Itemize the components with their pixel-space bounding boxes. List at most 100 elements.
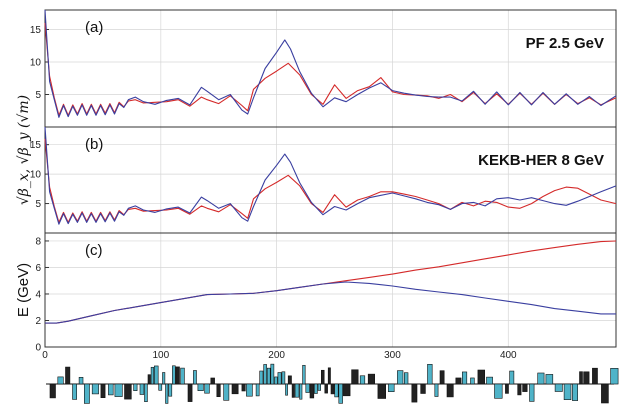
lattice-element [583, 371, 590, 385]
lattice-element [446, 383, 454, 398]
lattice-element [334, 383, 339, 398]
y-tick-label: 5 [35, 199, 41, 210]
x-tick-label: 300 [384, 350, 401, 361]
lattice-element [397, 370, 404, 385]
lattice-element [455, 377, 462, 385]
lattice-element [172, 365, 176, 385]
lattice-element [305, 383, 310, 393]
panel-title: KEKB-HER 8 GeV [478, 152, 604, 169]
lattice-element [158, 383, 163, 391]
lattice-element [291, 383, 295, 398]
lattice-element [133, 383, 138, 391]
grid [45, 233, 616, 348]
ylabel-beta-text: √β_x, √β_y (√m) [16, 95, 32, 205]
panels-group: 5 10 15 (a) PF 2.5 GeV 5 10 15 (b) KEKB-HER 8 GeV… [30, 9, 617, 361]
lattice-element [367, 373, 376, 385]
lattice-element [150, 366, 154, 385]
lattice-element [255, 383, 260, 397]
lattice-element [49, 383, 56, 399]
lattice-element [359, 375, 366, 385]
panel-2: 5 10 15 (b) KEKB-HER 8 GeV [30, 126, 617, 234]
lattice-element [100, 383, 106, 398]
lattice-element [210, 377, 215, 385]
y-tick-label: 15 [30, 140, 42, 151]
lattice-element [477, 369, 485, 385]
lattice-element [65, 366, 71, 385]
panel-label: (b) [85, 136, 103, 153]
grid [45, 127, 616, 233]
panel-frame [44, 232, 617, 348]
y-tick-label: 2 [35, 316, 41, 327]
lattice-element [320, 369, 325, 385]
lattice-element [309, 383, 315, 399]
series-line-1 [45, 240, 617, 324]
lattice-element [434, 383, 439, 397]
panel-frame [44, 9, 617, 128]
series-line-2 [45, 281, 616, 324]
lattice-element [342, 383, 351, 397]
lattice-element [266, 367, 271, 385]
lattice-element [517, 383, 522, 396]
lattice-element [554, 383, 563, 392]
lattice-element [84, 383, 90, 404]
lattice-element [231, 383, 239, 395]
y-tick-label: 15 [30, 25, 42, 36]
lattice-element [592, 367, 598, 385]
panel-label: (a) [85, 19, 103, 36]
lattice-element [204, 383, 210, 394]
lattice-element [572, 383, 579, 401]
lattice-element [420, 383, 426, 394]
lattice-element [403, 372, 409, 385]
x-tick-label: 100 [152, 350, 169, 361]
lattice-element [277, 372, 282, 385]
lattice-element [294, 383, 300, 398]
lattice-element [537, 372, 545, 385]
lattice-element [108, 383, 114, 396]
lattice-element [411, 383, 418, 403]
lattice-element [302, 364, 306, 385]
y-tick-label: 6 [35, 263, 41, 274]
lattice-element [193, 370, 197, 385]
lattice-element [162, 372, 166, 385]
lattice-element [285, 383, 288, 396]
lattice-element [197, 383, 204, 391]
y-tick-label: 0 [35, 343, 41, 354]
lattice-element [144, 383, 148, 403]
svg-text:√β_x, √β_y (√m): √β_x, √β_y (√m) [16, 95, 32, 205]
ylabel-energy: E (GeV) [15, 263, 32, 317]
lattice-element [317, 383, 322, 391]
lattice-element [299, 383, 303, 400]
lattice-element [545, 374, 554, 385]
lattice-element [579, 371, 583, 385]
lattice-element [509, 370, 515, 385]
lattice-element [270, 363, 275, 385]
lattice-element [72, 383, 77, 400]
panel-1: 5 10 15 (a) PF 2.5 GeV [30, 9, 617, 128]
series-line-1 [44, 138, 617, 223]
series-line-2 [44, 9, 617, 118]
x-tick-label: 400 [500, 350, 517, 361]
lattice-element [563, 383, 572, 400]
lattice-element [314, 383, 318, 394]
lattice-element [427, 364, 433, 385]
y-tick-label: 4 [35, 289, 41, 300]
ylabel-beta: √β_x, √β_y (√m) [16, 95, 32, 205]
lattice-element [601, 383, 609, 404]
lattice-element [263, 364, 267, 385]
lattice-element [439, 370, 445, 385]
lattice-element [529, 383, 535, 402]
lattice-element [494, 383, 503, 399]
lattice-element [338, 383, 343, 404]
lattice-element [505, 383, 509, 394]
panel-3: 0 2 4 6 8 0 100 200 300 400 (c) [35, 232, 617, 361]
lattice-element [327, 367, 331, 385]
x-tick-label: 200 [268, 350, 285, 361]
lattice-element [147, 374, 151, 385]
lattice-element [287, 375, 292, 385]
y-tick-label: 8 [35, 236, 41, 247]
lattice-element [461, 371, 468, 385]
y-tick-label: 10 [30, 58, 42, 69]
y-tick-label: 5 [35, 90, 41, 101]
lattice-element [165, 383, 169, 404]
lattice-element [470, 377, 475, 385]
